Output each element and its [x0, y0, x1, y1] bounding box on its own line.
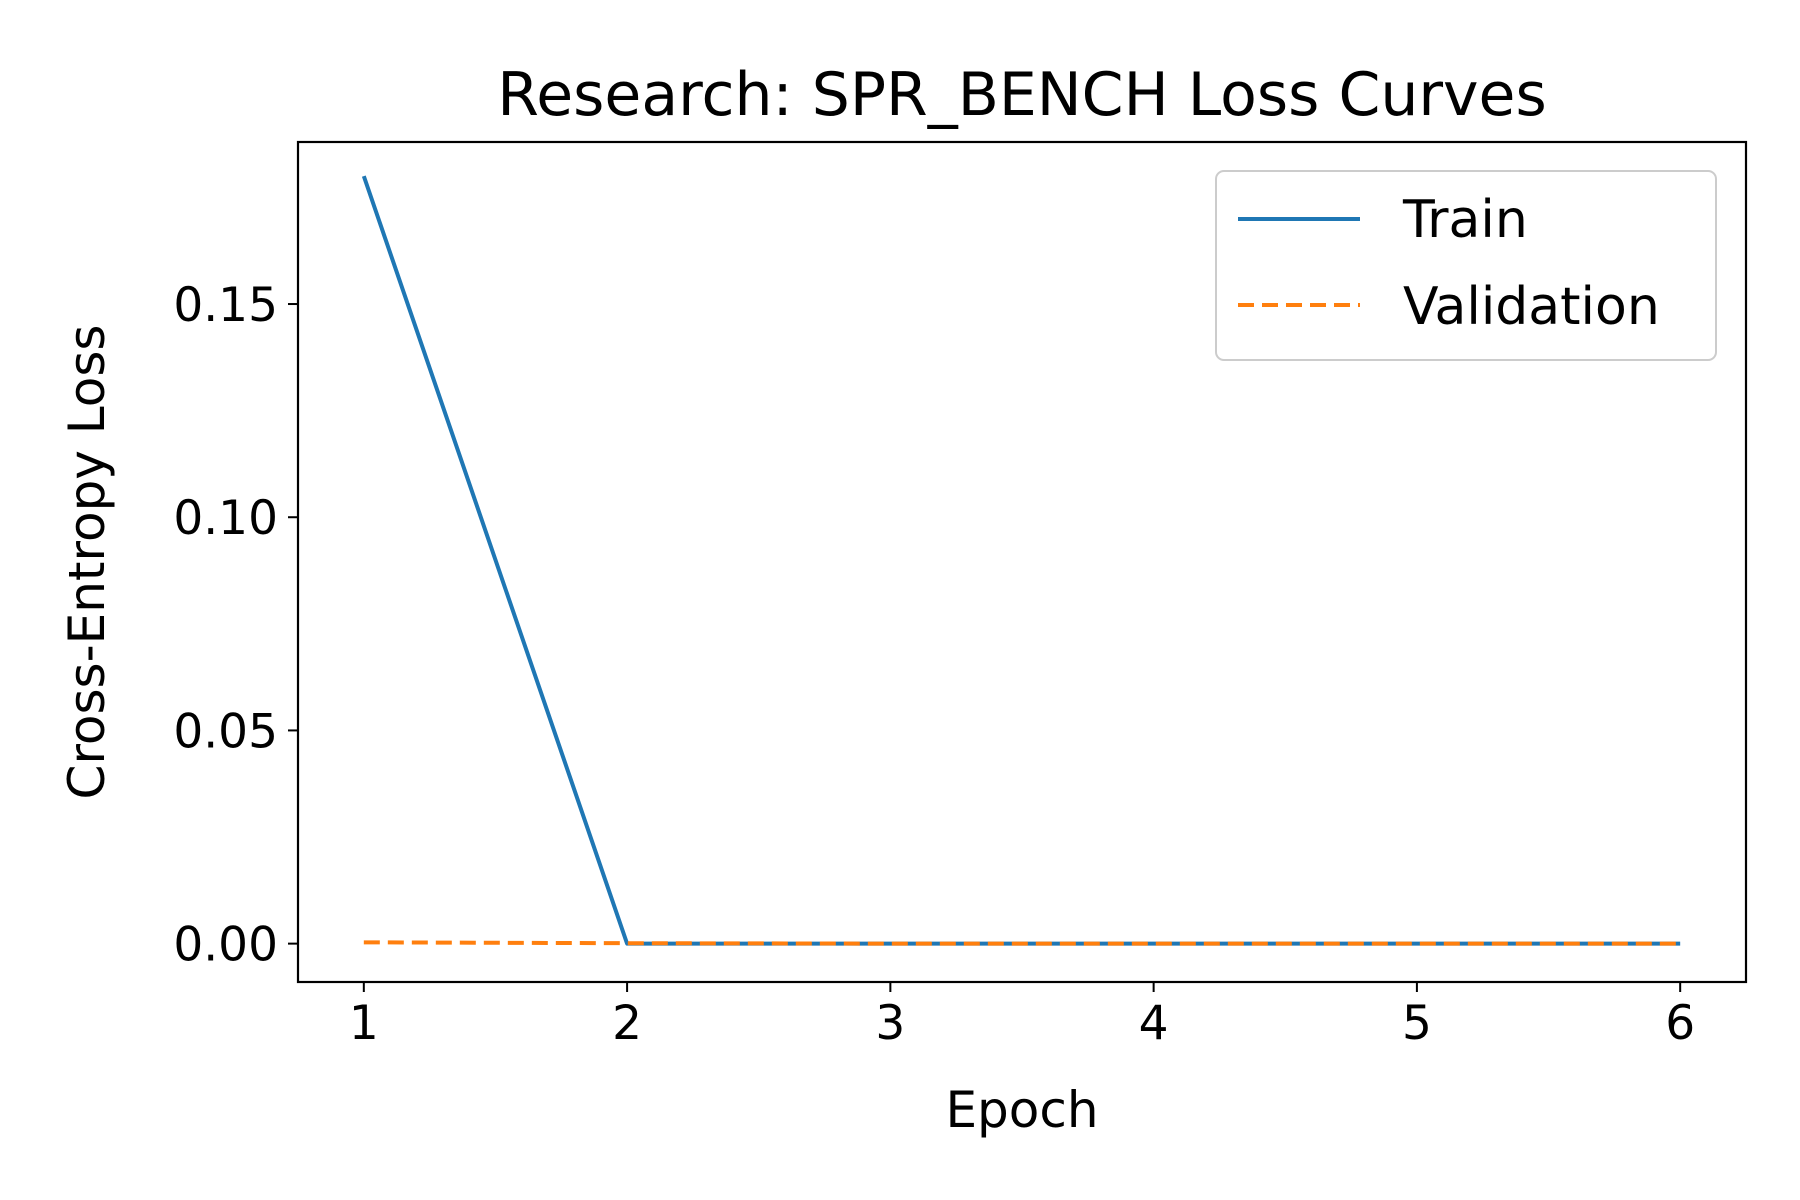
series-layer — [361, 175, 1681, 946]
x-tick-label: 4 — [1139, 996, 1169, 1051]
x-axis-ticks: 1 2 3 4 5 6 — [349, 982, 1695, 1051]
y-tick-label: 0.15 — [173, 278, 278, 333]
x-axis-title: Epoch — [945, 1081, 1098, 1139]
legend-label-validation: Validation — [1403, 277, 1660, 337]
x-tick-label: 6 — [1665, 996, 1695, 1051]
x-tick-label: 2 — [612, 996, 642, 1051]
y-tick-label: 0.05 — [173, 704, 278, 759]
legend: Train Validation — [1215, 170, 1717, 361]
chart-title: Research: SPR_BENCH Loss Curves — [497, 60, 1546, 130]
x-tick-label: 1 — [349, 996, 379, 1051]
legend-label-train: Train — [1402, 190, 1528, 250]
plot-frame — [296, 140, 1748, 984]
y-tick-label: 0.10 — [173, 491, 278, 546]
y-tick-label: 0.00 — [173, 918, 278, 973]
x-tick-label: 3 — [875, 996, 905, 1051]
series-line-validation — [363, 940, 1681, 946]
x-tick-label: 5 — [1402, 996, 1432, 1051]
y-axis-ticks: 0.00 0.05 0.10 0.15 — [173, 278, 298, 973]
y-axis-title: Cross-Entropy Loss — [58, 325, 116, 800]
